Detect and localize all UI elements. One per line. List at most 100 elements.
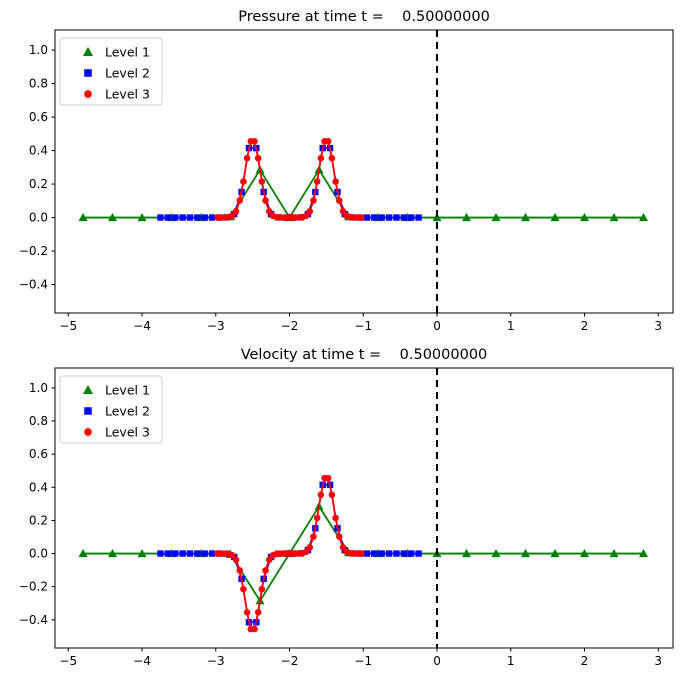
series-level-3-marker [229,212,236,220]
series-level-3-marker [339,544,347,551]
series-level-3-marker [265,556,273,564]
series-level-2-marker [400,214,408,221]
velocity-chart-title: Velocity at time t = 0.50000000 [241,347,488,363]
legend: Level 1 Level 2 Level 3 [59,375,163,444]
y-tick-label: 1.0 [29,43,48,57]
series-level-3-marker [232,556,240,564]
y-tick-label: 0.0 [29,547,48,561]
series-level-3-marker [324,137,332,145]
series-level-2-marker [415,214,422,221]
y-tick-label: 0.4 [29,144,48,158]
y-tick-label: 0.2 [29,513,48,527]
y-axis: 1.0 0.8 0.6 0.4 0.2 0.0 −0.2 −0.4 [19,43,55,292]
series-level-1-marker [580,549,590,558]
x-tick-label: 3 [654,319,662,333]
legend-label: Level 1 [105,383,150,398]
series-level-2-marker [393,214,400,221]
series-level-2-marker [201,214,208,221]
series-level-2-marker [378,550,385,557]
series-level-1-marker [78,549,88,558]
y-tick-label: 0.6 [29,110,48,124]
legend-marker-triangle [83,385,93,394]
series-level-3-marker [251,137,258,145]
y-tick-label: 0.0 [29,211,48,225]
series-level-1-marker [432,213,442,222]
x-tick-label: −2 [281,319,299,333]
series-level-2-marker [179,550,186,557]
series-level-2-marker [400,550,408,557]
series-level-1 [78,165,649,222]
series-level-1-marker [639,549,649,558]
legend-marker-triangle [83,47,93,56]
y-tick-label: 0.6 [29,447,48,461]
series-level-3-marker [236,197,244,204]
series-level-1-marker [609,549,619,558]
x-tick-label: −5 [59,319,77,333]
x-tick-label: −1 [354,319,372,333]
series-level-1-marker [521,213,531,222]
series-level-1-marker [491,549,501,558]
x-tick-label: −3 [207,654,225,668]
series-level-3 [214,474,365,633]
series-level-3-marker [317,154,325,162]
series-level-3-marker [229,552,236,559]
series-level-2-marker [393,550,400,557]
series-level-3-marker [302,212,310,220]
series-level-2-marker [201,550,208,557]
x-axis: −5 −4 −3 −2 −1 0 1 2 3 [59,313,662,333]
legend-label: Level 2 [105,404,150,419]
series-level-3-marker [262,567,269,574]
x-tick-label: −4 [133,654,151,668]
y-tick-label: −0.4 [19,613,48,627]
series-level-1-marker [639,213,649,222]
series-level-3-marker [328,491,336,499]
series-level-3-marker [332,514,339,522]
series-level-1-marker [491,213,501,222]
x-tick-label: −2 [281,654,299,668]
y-tick-label: −0.2 [19,244,48,258]
x-tick-label: 2 [581,319,589,333]
series-level-3-marker [240,178,247,185]
series-level-3-line [217,140,362,219]
series-level-1-marker [609,213,619,222]
series-level-1-marker [108,549,118,558]
legend-marker-circle [84,428,92,436]
pressure-plot: −5 −4 −3 −2 −1 0 1 2 3 1.0 0.8 0.6 0.4 0.2 0.0 −0.2 −0.4… [19,29,674,333]
series-level-2-marker [371,550,378,557]
series-level-1-marker [462,213,472,222]
series-level-1-marker [78,213,88,222]
series-level-2-marker [179,214,186,221]
series-level-2-marker [408,214,415,221]
axes-frame [54,29,674,314]
y-tick-label: 0.8 [29,414,48,428]
series-level-3-marker [310,533,317,541]
series-level-3-marker [243,154,251,162]
series-level-2 [157,144,422,221]
series-level-3-marker [336,197,343,204]
series-level-2-marker [194,550,201,557]
series-level-3-marker [313,178,321,185]
series-level-3-marker [358,550,365,557]
series-level-2-marker [157,214,164,221]
legend-label: Level 3 [105,425,150,440]
pressure-chart-title: Pressure at time t = 0.50000000 [238,9,490,25]
series-level-2-marker [408,550,415,557]
series-level-3-marker [313,514,321,522]
series-level-3-marker [254,154,262,162]
series-level-2-marker [164,214,172,221]
series-level-1-marker [521,549,531,558]
axes-frame [54,367,674,649]
series-level-3-marker [317,491,325,499]
series-level-2-marker [194,214,201,221]
y-axis: 1.0 0.8 0.6 0.4 0.2 0.0 −0.2 −0.4 [19,381,55,627]
series-level-2-marker [157,550,164,557]
series-level-3-marker [310,197,317,204]
series-level-3-marker [358,214,365,221]
series-level-2-marker [164,550,172,557]
series-level-2-marker [385,550,393,557]
x-tick-label: 1 [507,654,515,668]
series-level-2-marker [385,214,393,221]
legend-marker-square [84,407,92,415]
